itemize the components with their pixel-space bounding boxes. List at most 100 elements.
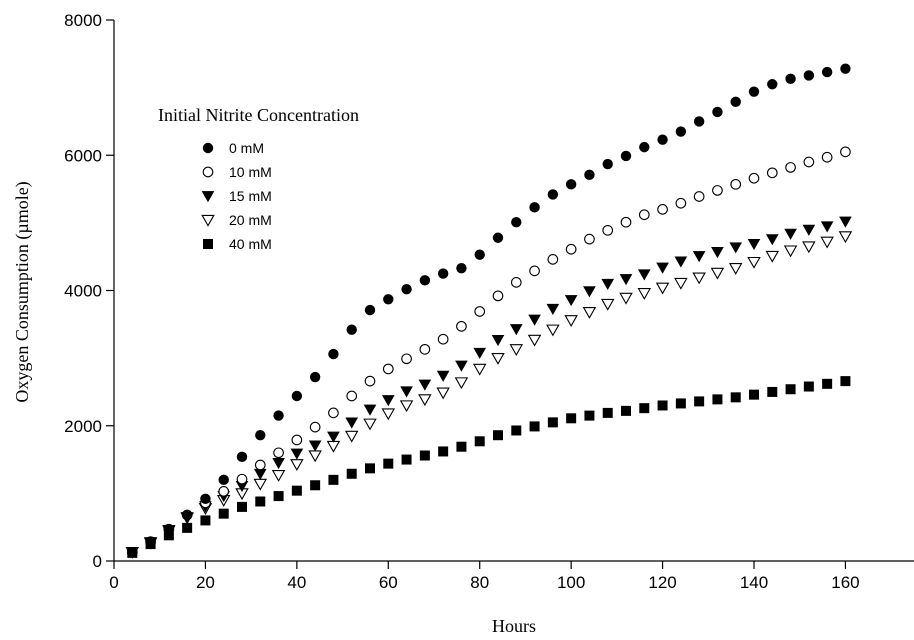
data-point-0-mm bbox=[620, 150, 632, 162]
data-point-20-mm bbox=[454, 377, 469, 390]
data-point-15-mm bbox=[601, 278, 615, 290]
data-point-20-mm bbox=[637, 288, 652, 300]
data-point-20-mm bbox=[472, 363, 487, 376]
data-point-40-mm bbox=[456, 441, 467, 452]
data-point-40-mm bbox=[474, 436, 485, 447]
data-point-10-mm bbox=[492, 290, 504, 302]
data-point-15-mm bbox=[583, 286, 596, 298]
data-point-40-mm bbox=[712, 394, 723, 405]
data-point-40-mm bbox=[218, 508, 229, 519]
data-point-20-mm bbox=[344, 430, 359, 443]
data-point-15-mm bbox=[381, 395, 395, 407]
data-point-10-mm bbox=[309, 421, 321, 433]
data-point-0-mm bbox=[163, 524, 175, 535]
data-point-20-mm bbox=[527, 334, 542, 347]
data-point-10-mm bbox=[675, 197, 687, 209]
data-point-0-mm bbox=[602, 158, 613, 170]
data-point-10-mm bbox=[620, 216, 632, 228]
x-tick-label: 140 bbox=[740, 573, 768, 592]
x-axis-title: Hours bbox=[492, 616, 536, 636]
data-point-0-mm bbox=[529, 202, 540, 213]
data-point-10-mm bbox=[785, 162, 796, 173]
y-tick-label: 8000 bbox=[64, 11, 102, 30]
data-point-40-mm bbox=[493, 430, 503, 441]
data-point-10-mm bbox=[638, 209, 650, 221]
series-10-mm bbox=[126, 146, 851, 558]
data-point-10-mm bbox=[218, 485, 230, 497]
data-point-15-mm bbox=[400, 386, 413, 398]
data-point-20-mm bbox=[728, 263, 743, 275]
data-point-40-mm bbox=[749, 389, 759, 400]
data-point-10-mm bbox=[401, 353, 412, 365]
data-point-10-mm bbox=[291, 434, 303, 446]
data-point-10-mm bbox=[547, 254, 559, 265]
y-tick-label: 4000 bbox=[64, 282, 102, 301]
data-point-0-mm bbox=[547, 189, 559, 200]
legend-label: 40 mM bbox=[229, 236, 272, 252]
legend-item: 20 mM bbox=[201, 212, 272, 228]
data-point-40-mm bbox=[675, 398, 686, 409]
legend-marker-20-mm bbox=[201, 214, 215, 227]
data-point-10-mm bbox=[529, 265, 540, 277]
data-point-20-mm bbox=[436, 387, 450, 400]
data-point-15-mm bbox=[619, 274, 633, 286]
series-0-mm bbox=[127, 63, 851, 558]
data-point-40-mm bbox=[547, 417, 558, 428]
data-point-0-mm bbox=[492, 232, 504, 243]
data-point-15-mm bbox=[656, 262, 669, 274]
data-point-20-mm bbox=[308, 450, 322, 463]
data-point-20-mm bbox=[747, 256, 761, 269]
data-point-20-mm bbox=[418, 394, 432, 407]
data-point-10-mm bbox=[456, 320, 467, 332]
data-point-20-mm bbox=[820, 236, 834, 249]
data-point-15-mm bbox=[418, 379, 432, 391]
x-tick-label: 80 bbox=[470, 573, 489, 592]
data-point-15-mm bbox=[363, 404, 377, 416]
data-point-20-mm bbox=[546, 324, 560, 337]
data-point-40-mm bbox=[200, 515, 211, 526]
data-point-15-mm bbox=[820, 221, 834, 233]
data-point-0-mm bbox=[675, 126, 687, 137]
data-point-20-mm bbox=[326, 440, 341, 453]
data-point-20-mm bbox=[838, 231, 853, 244]
legend-marker-0-mm bbox=[202, 142, 214, 154]
legend-title: Initial Nitrite Concentration bbox=[158, 105, 359, 125]
legend-label: 0 mM bbox=[229, 140, 264, 156]
data-point-10-mm bbox=[474, 306, 486, 317]
data-point-15-mm bbox=[308, 440, 322, 452]
data-point-20-mm bbox=[600, 298, 615, 311]
data-point-15-mm bbox=[765, 234, 779, 246]
data-point-10-mm bbox=[766, 167, 778, 179]
y-tick-label: 6000 bbox=[64, 146, 102, 165]
data-marks bbox=[125, 63, 853, 559]
data-point-40-mm bbox=[182, 522, 193, 533]
data-point-15-mm bbox=[473, 347, 487, 359]
data-point-10-mm bbox=[254, 459, 266, 471]
data-point-0-mm bbox=[255, 430, 266, 441]
data-point-10-mm bbox=[712, 185, 723, 196]
data-point-20-mm bbox=[290, 459, 304, 472]
data-point-0-mm bbox=[456, 262, 467, 274]
legend-label: 20 mM bbox=[229, 212, 272, 228]
data-point-15-mm bbox=[345, 417, 359, 429]
data-point-40-mm bbox=[291, 485, 302, 496]
data-point-0-mm bbox=[145, 536, 156, 547]
data-point-20-mm bbox=[802, 241, 816, 254]
x-tick-label: 20 bbox=[196, 573, 215, 592]
x-tick-label: 120 bbox=[648, 573, 676, 592]
data-point-15-mm bbox=[546, 303, 560, 315]
legend-marker-40-mm bbox=[203, 239, 213, 249]
data-point-20-mm bbox=[564, 315, 578, 327]
data-point-10-mm bbox=[236, 473, 248, 485]
data-point-10-mm bbox=[565, 243, 577, 255]
data-point-10-mm bbox=[730, 178, 742, 190]
data-point-10-mm bbox=[346, 390, 358, 402]
legend-item: 15 mM bbox=[201, 188, 272, 204]
data-point-40-mm bbox=[255, 496, 266, 507]
data-point-0-mm bbox=[273, 410, 284, 421]
data-point-40-mm bbox=[346, 468, 357, 479]
data-point-0-mm bbox=[803, 70, 815, 81]
data-point-40-mm bbox=[365, 463, 375, 474]
data-point-10-mm bbox=[510, 277, 522, 288]
data-point-40-mm bbox=[273, 491, 284, 502]
